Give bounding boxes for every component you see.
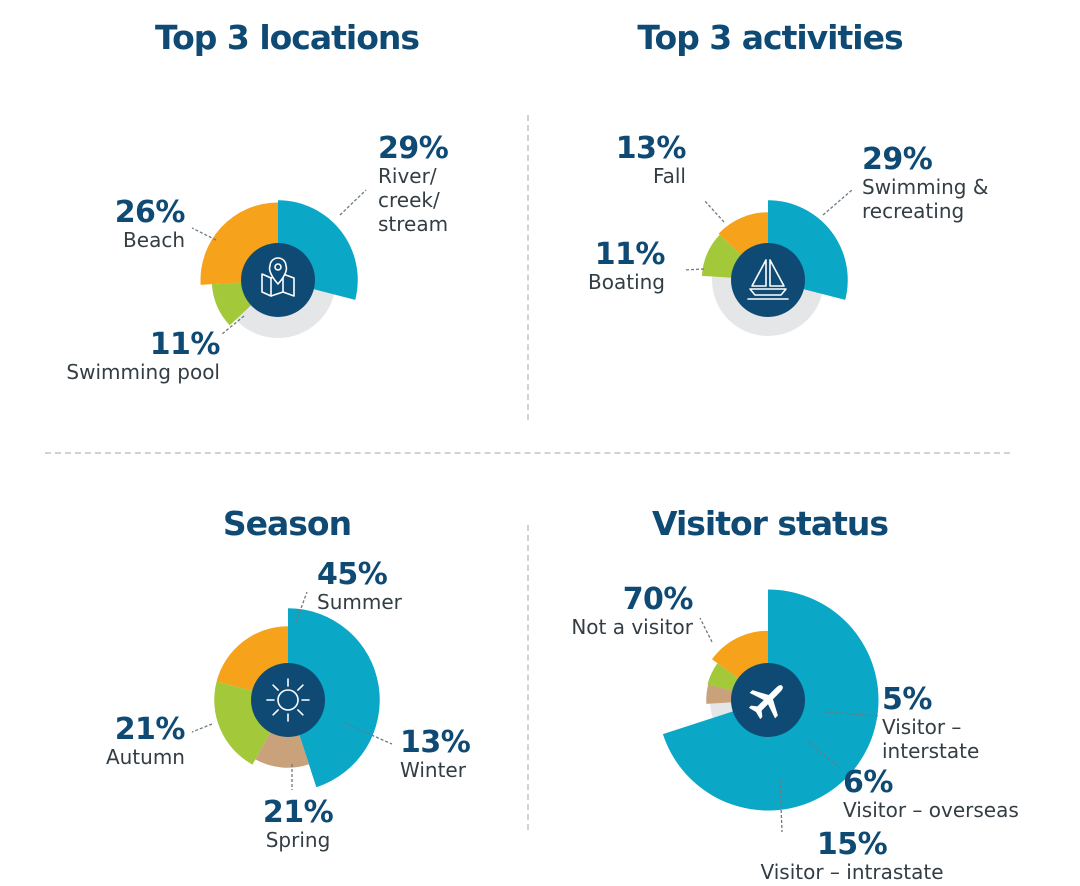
map-pin-icon	[261, 257, 295, 297]
label-beach: 26% Beach	[114, 195, 186, 253]
label-not-a-visitor: 70% Not a visitor	[571, 582, 693, 640]
sun-icon	[266, 678, 310, 722]
label-autumn: 21% Autumn	[105, 712, 186, 770]
leader-line	[191, 227, 217, 241]
divider-vertical-bottom	[527, 525, 529, 830]
leader-line	[822, 189, 853, 216]
leader-line	[699, 617, 713, 643]
label-boating: 11% Boating	[588, 237, 665, 295]
label-swimming-recreating: 29% Swimming & recreating	[862, 142, 989, 224]
chart-title-visitor-status: Visitor status	[651, 504, 889, 543]
label-spring: 21% Spring	[262, 795, 334, 853]
pie-slice	[288, 608, 380, 788]
pie-chart-0	[191, 189, 367, 338]
leader-line	[295, 591, 308, 623]
center-disc	[251, 663, 325, 737]
pie-chart-2	[191, 591, 393, 790]
leader-line	[779, 779, 783, 833]
chart-title-activities: Top 3 activities	[637, 18, 903, 57]
chart-title-locations: Top 3 locations	[154, 18, 420, 57]
divider-horizontal	[45, 452, 1010, 454]
leader-line	[824, 711, 881, 717]
pie-chart-3	[662, 589, 881, 833]
leader-line	[703, 199, 725, 223]
leader-line	[339, 189, 367, 216]
chart-title-season: Season	[222, 504, 352, 543]
leader-line	[683, 268, 705, 271]
center-disc	[731, 243, 805, 317]
leader-line	[191, 723, 213, 733]
pie-chart-1	[683, 189, 853, 336]
leader-line	[807, 741, 841, 769]
sailboat-icon	[747, 259, 789, 300]
label-river: 29% River/ creek/ stream	[378, 131, 449, 237]
label-overseas: 6% Visitor – overseas	[843, 765, 1019, 823]
label-intrastate: 15% Visitor – intrastate	[760, 827, 944, 885]
label-swimming-pool: 11% Swimming pool	[66, 327, 220, 385]
divider-vertical-top	[527, 115, 529, 420]
airplane-icon	[748, 685, 783, 720]
label-fall: 13% Fall	[615, 131, 687, 189]
label-summer: 45% Summer	[317, 557, 402, 615]
label-winter: 13% Winter	[400, 725, 471, 783]
leader-line	[343, 722, 393, 745]
label-interstate: 5% Visitor – interstate	[882, 682, 980, 764]
